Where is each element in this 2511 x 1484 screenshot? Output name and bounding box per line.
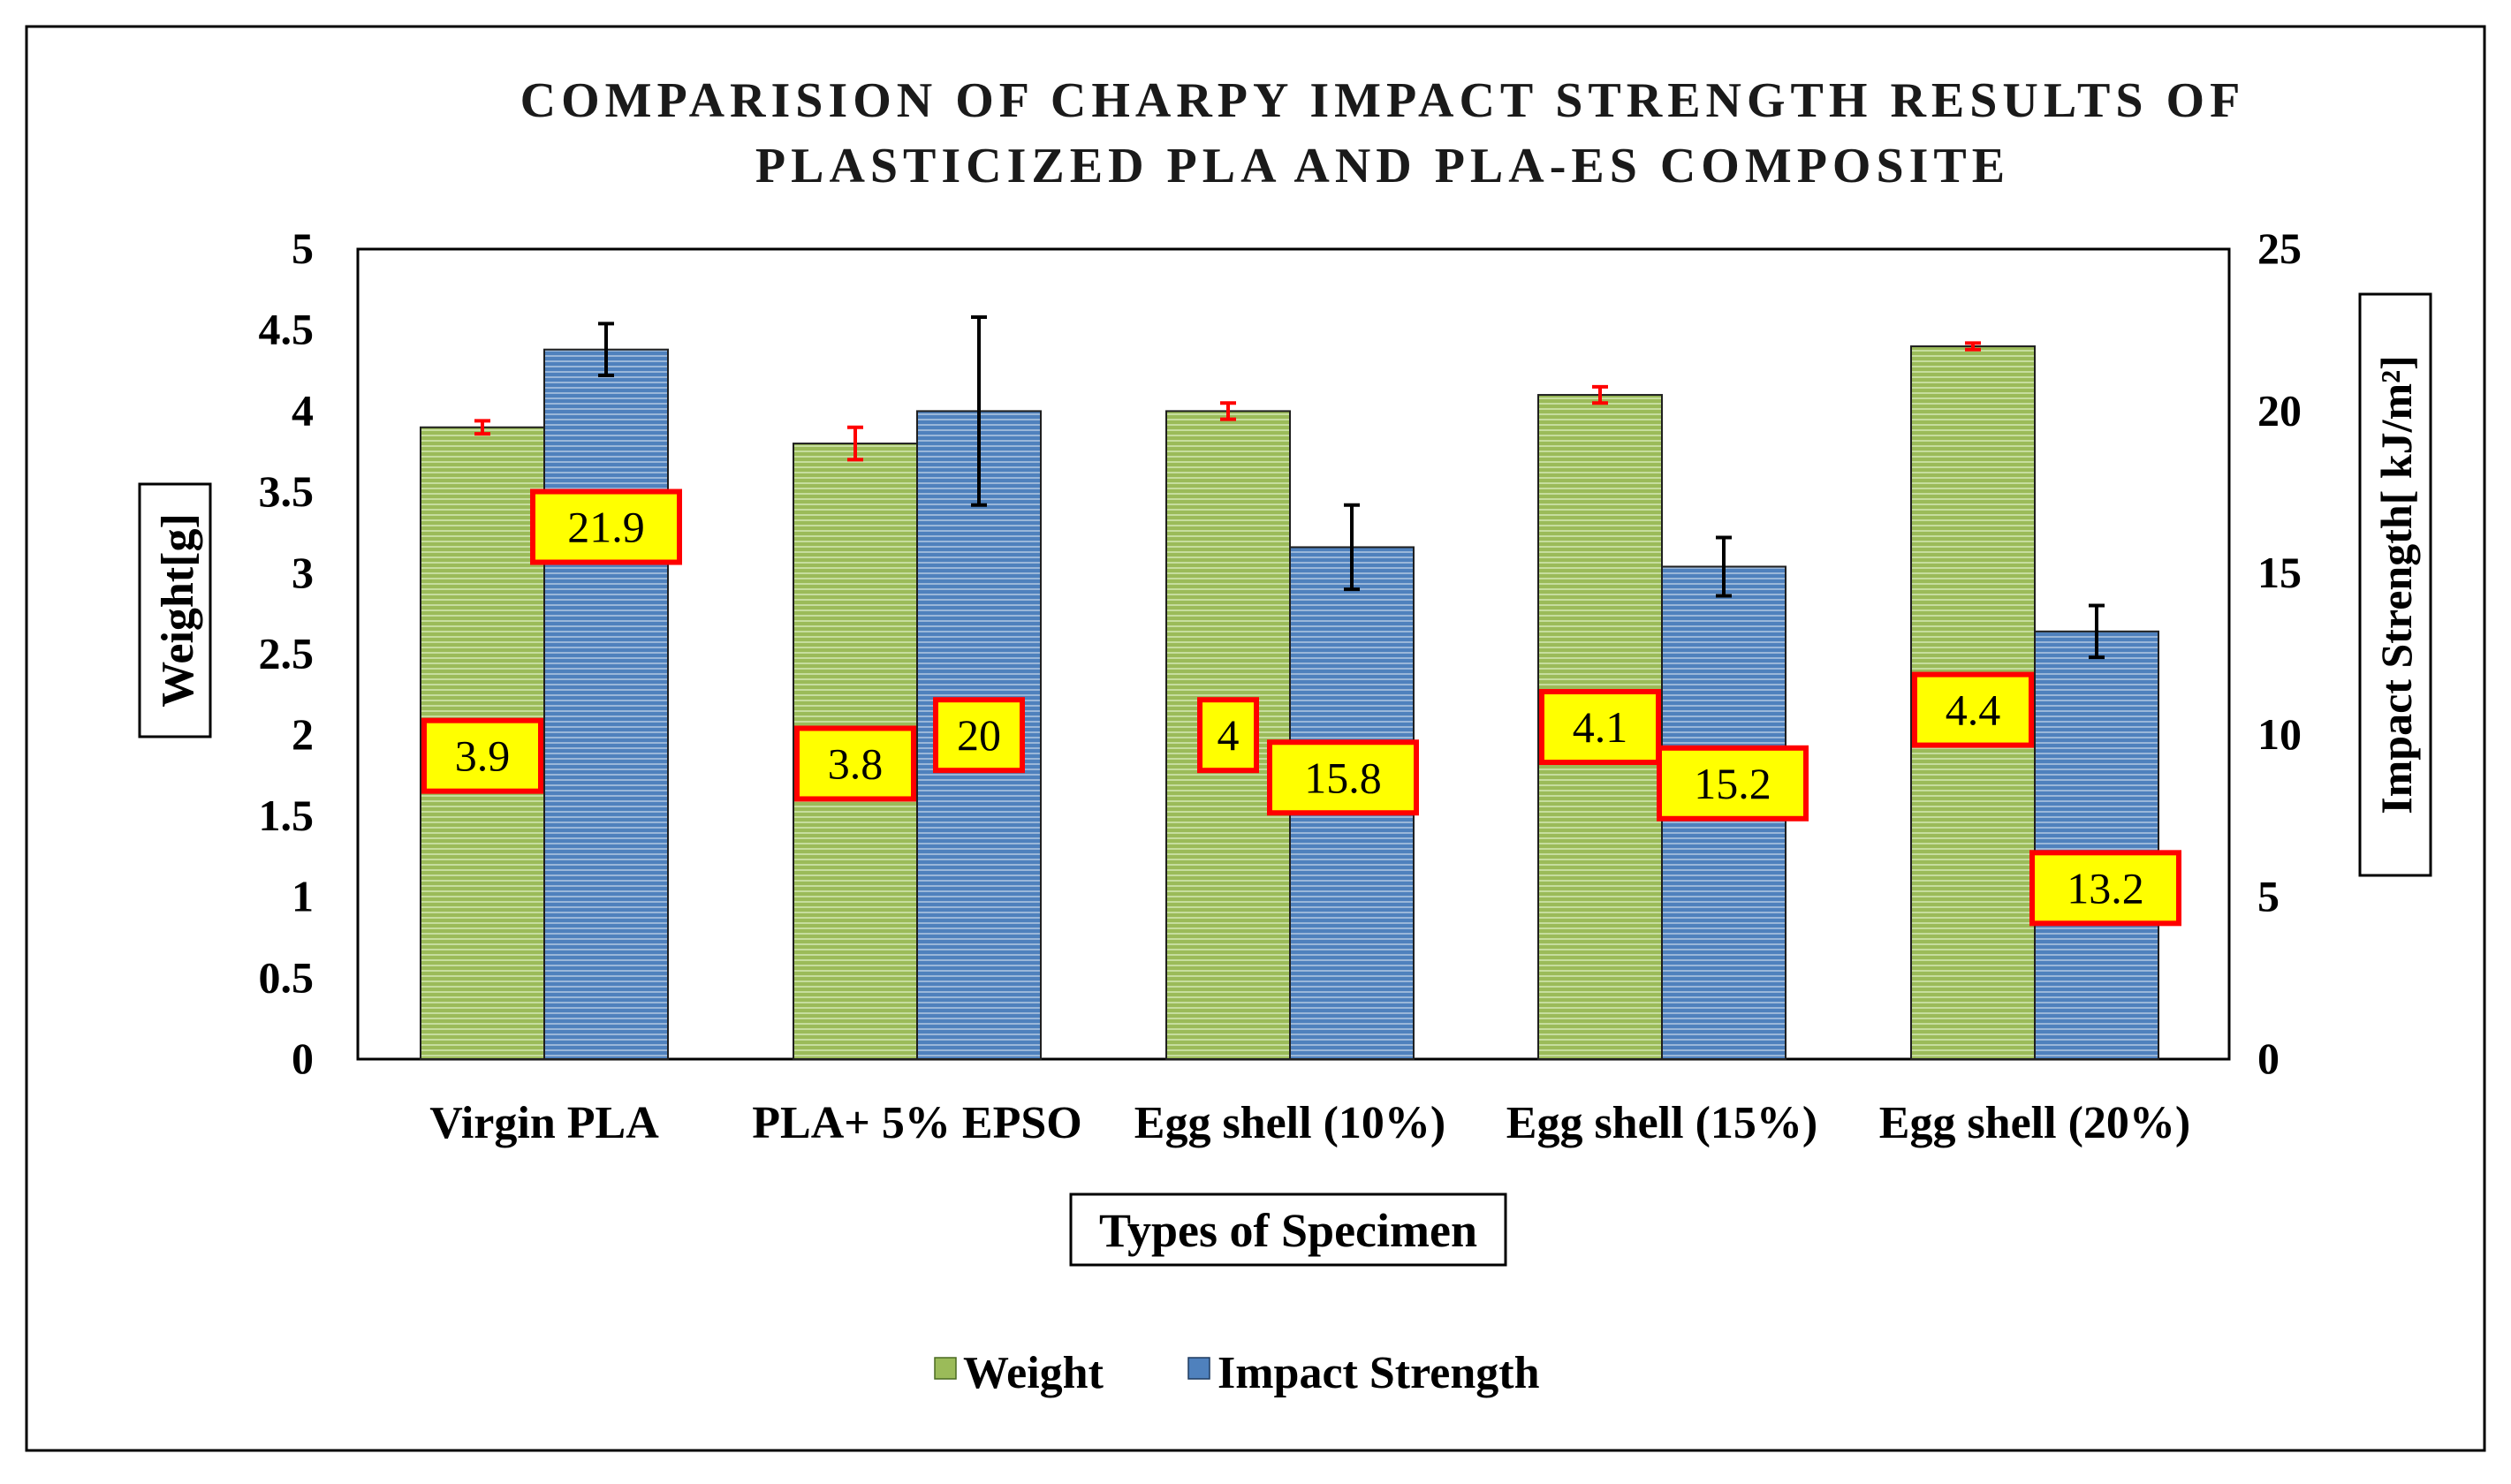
data-label-box [1912, 671, 2034, 748]
error-bars [474, 315, 2105, 660]
data-label-box [933, 697, 1025, 774]
bar-impact-strength [2034, 630, 2159, 1060]
x-axis-title: Types of Specimen [1099, 1204, 1477, 1257]
data-label-box [421, 717, 543, 794]
legend-label-weight: Weight [963, 1348, 1104, 1398]
data-label-box [1197, 697, 1259, 774]
data-label: 4.4 [1946, 685, 2001, 735]
data-label: 4 [1218, 710, 1240, 760]
y2-tick-label: 0 [2257, 1034, 2280, 1083]
data-label: 20 [957, 710, 1001, 760]
bar-impact-strength [543, 348, 669, 1060]
legend-label-impact-strength: Impact Strength [1218, 1348, 1540, 1398]
y-tick-label: 4.5 [259, 305, 315, 354]
y2-axis-title-box [2358, 292, 2432, 877]
y-tick-label: 3 [292, 548, 314, 597]
chart-title-line-2: PLASTICIZED PLA AND PLA-ES COMPOSITE [755, 139, 2010, 193]
data-label-box [1267, 739, 1419, 816]
data-label: 15.2 [1694, 759, 1771, 808]
legend-swatch-weight [934, 1357, 957, 1380]
data-label: 3.8 [828, 738, 884, 788]
x-tick-label: Egg shell (10%) [1134, 1098, 1445, 1148]
y2-tick-label: 10 [2257, 709, 2302, 759]
data-label-box [794, 725, 916, 802]
chart-title-line-1: COMPARISION OF CHARPY IMPACT STRENGTH RE… [520, 73, 2246, 128]
y-tick-label: 1 [292, 872, 314, 921]
x-axis-title-box [1069, 1192, 1507, 1267]
y-tick-label: 2.5 [259, 629, 315, 678]
y-axis-title: Weight[g] [153, 513, 203, 708]
x-tick-label: Egg shell (20%) [1879, 1098, 2190, 1148]
y-axis-title-box [138, 482, 212, 738]
y-tick-label: 0.5 [259, 952, 315, 1002]
y-tick-label: 2 [292, 709, 314, 759]
y-tick-label: 5 [292, 223, 314, 273]
data-label: 15.8 [1304, 753, 1382, 802]
x-tick-label: Egg shell (15%) [1506, 1098, 1817, 1148]
right-axis: 0 5 10 15 20 25 [2257, 223, 2302, 1083]
data-label: 21.9 [567, 503, 645, 552]
y-tick-label: 4 [292, 385, 314, 435]
data-label: 3.9 [455, 731, 511, 781]
data-label-box [2029, 850, 2181, 927]
y2-axis-title: Impact Strength[ kJ/m²] [2371, 355, 2421, 814]
data-label: 4.1 [1573, 702, 1628, 752]
y-tick-label: 0 [292, 1034, 314, 1083]
x-tick-label: PLA+ 5% EPSO [752, 1098, 1081, 1148]
data-label: 13.2 [2067, 863, 2144, 912]
data-label-box [530, 488, 682, 565]
data-label-box [1539, 689, 1661, 766]
y2-tick-label: 5 [2257, 872, 2280, 921]
y-tick-label: 1.5 [259, 791, 315, 840]
data-label-box [1657, 745, 1809, 822]
left-axis: 0 0.5 1 1.5 2 2.5 3 3.5 4 4.5 5 [259, 223, 315, 1083]
y-tick-label: 3.5 [259, 466, 315, 516]
data-labels: 3.9 3.8 4 4.1 4.4 21.9 20 15.8 15.2 13.2 [421, 488, 2181, 927]
x-tick-label: Virgin PLA [429, 1098, 659, 1148]
legend: Weight Impact Strength [934, 1348, 1540, 1398]
y2-tick-label: 25 [2257, 223, 2302, 273]
category-labels: Virgin PLA PLA+ 5% EPSO Egg shell (10%) Egg… [429, 1098, 2190, 1148]
legend-swatch-impact-strength [1187, 1357, 1210, 1380]
y2-tick-label: 20 [2257, 385, 2302, 435]
y2-tick-label: 15 [2257, 548, 2302, 597]
